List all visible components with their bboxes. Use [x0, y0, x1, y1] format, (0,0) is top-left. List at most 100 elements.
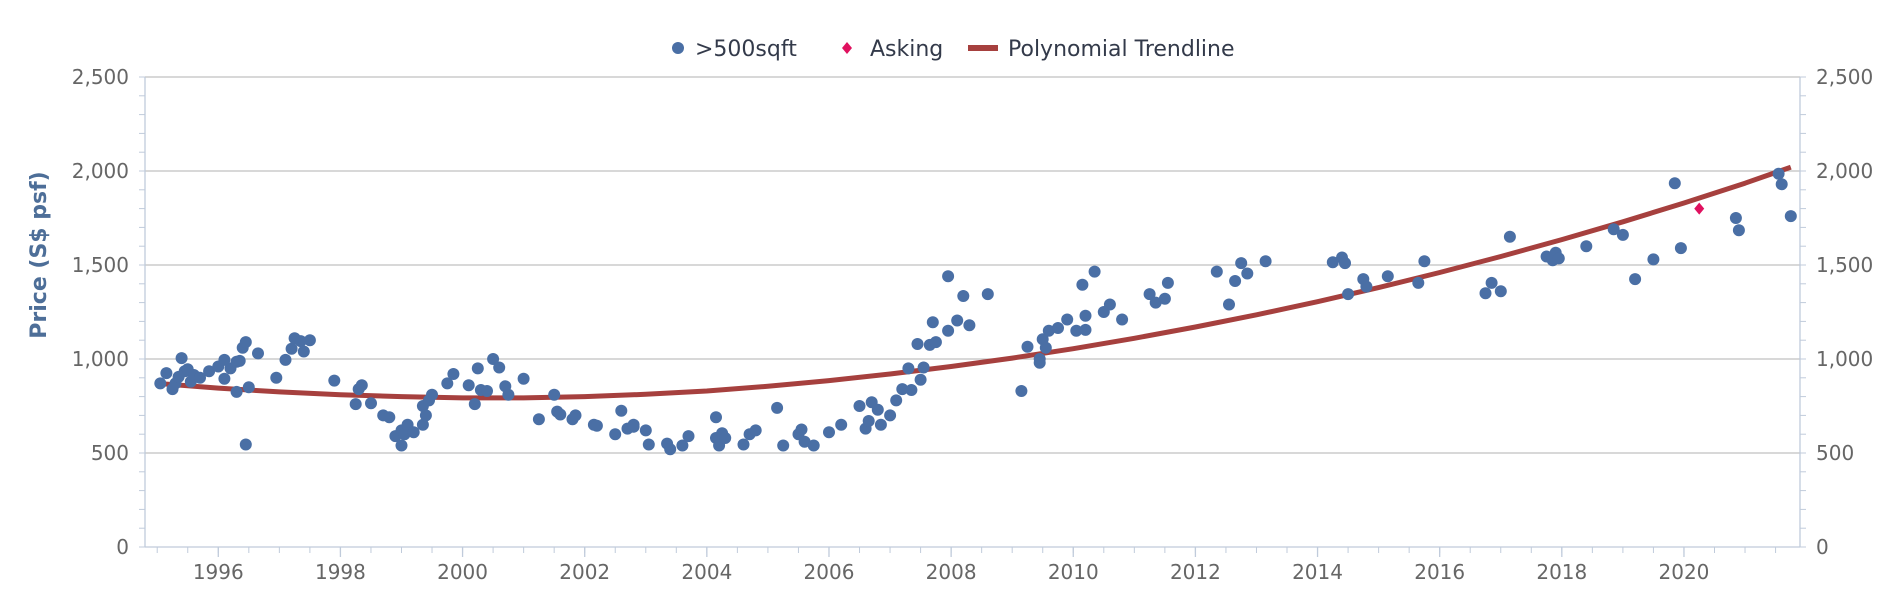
scatter-point[interactable]: [175, 352, 188, 365]
scatter-point[interactable]: [1079, 309, 1092, 322]
scatter-point[interactable]: [914, 373, 927, 386]
scatter-point[interactable]: [1229, 275, 1242, 287]
scatter-point[interactable]: [462, 379, 475, 392]
scatter-point[interactable]: [926, 316, 939, 329]
scatter-point[interactable]: [426, 388, 438, 401]
scatter-point[interactable]: [154, 377, 167, 390]
scatter-point[interactable]: [194, 371, 206, 384]
scatter-point[interactable]: [1674, 242, 1687, 255]
scatter-point[interactable]: [1042, 324, 1055, 337]
scatter-point[interactable]: [1629, 273, 1642, 286]
scatter-point[interactable]: [487, 353, 500, 365]
scatter-point[interactable]: [957, 290, 970, 302]
scatter-point[interactable]: [890, 394, 903, 407]
scatter-point[interactable]: [1784, 210, 1797, 223]
scatter-point[interactable]: [218, 353, 231, 366]
scatter-point[interactable]: [942, 270, 955, 283]
scatter-point[interactable]: [1580, 240, 1593, 253]
scatter-point[interactable]: [710, 411, 722, 424]
scatter-point[interactable]: [639, 424, 652, 437]
scatter-point[interactable]: [905, 384, 918, 396]
scatter-point[interactable]: [1607, 223, 1620, 236]
scatter-point[interactable]: [884, 409, 897, 422]
scatter-point[interactable]: [951, 314, 964, 327]
scatter-point[interactable]: [676, 439, 689, 452]
scatter-point[interactable]: [493, 361, 506, 374]
scatter-point[interactable]: [929, 336, 942, 349]
scatter-point[interactable]: [239, 438, 252, 451]
scatter-point[interactable]: [285, 342, 298, 355]
scatter-point[interactable]: [642, 438, 655, 451]
scatter-point[interactable]: [917, 361, 930, 374]
scatter-point[interactable]: [609, 428, 622, 441]
scatter-point[interactable]: [682, 430, 695, 443]
scatter-point[interactable]: [160, 367, 173, 380]
scatter-point[interactable]: [1103, 298, 1116, 311]
scatter-point[interactable]: [902, 362, 915, 375]
scatter-point[interactable]: [1015, 385, 1028, 397]
scatter-point[interactable]: [1342, 288, 1355, 301]
scatter-point[interactable]: [1616, 228, 1629, 241]
scatter-point[interactable]: [1021, 340, 1034, 353]
scatter-point[interactable]: [441, 377, 454, 390]
scatter-point[interactable]: [590, 419, 603, 432]
scatter-point[interactable]: [407, 426, 420, 439]
scatter-point[interactable]: [554, 408, 567, 421]
scatter-point[interactable]: [303, 334, 316, 347]
legend-item-asking[interactable]: Asking: [842, 37, 943, 62]
scatter-point[interactable]: [1339, 257, 1351, 270]
scatter-point[interactable]: [823, 426, 835, 439]
scatter-point[interactable]: [419, 409, 432, 422]
scatter-point[interactable]: [1326, 256, 1339, 269]
scatter-point[interactable]: [279, 353, 292, 366]
scatter-point[interactable]: [1732, 224, 1745, 237]
scatter-point[interactable]: [532, 413, 545, 426]
scatter-point[interactable]: [383, 411, 396, 424]
scatter-point[interactable]: [874, 418, 887, 431]
scatter-point[interactable]: [777, 439, 790, 452]
scatter-point[interactable]: [1235, 257, 1248, 270]
scatter-point[interactable]: [1161, 276, 1174, 289]
scatter-point[interactable]: [1412, 276, 1425, 289]
scatter-point[interactable]: [1061, 313, 1074, 326]
scatter-point[interactable]: [548, 388, 561, 401]
scatter-point[interactable]: [471, 362, 484, 375]
scatter-point[interactable]: [798, 435, 811, 448]
scatter-point[interactable]: [1052, 322, 1064, 334]
scatter-point[interactable]: [737, 438, 750, 451]
scatter-point[interactable]: [871, 403, 884, 416]
scatter-point[interactable]: [1479, 287, 1492, 300]
scatter-point[interactable]: [1149, 296, 1162, 309]
scatter-point[interactable]: [1668, 177, 1681, 190]
scatter-point[interactable]: [242, 381, 255, 394]
scatter-point[interactable]: [1503, 230, 1516, 243]
scatter-point[interactable]: [349, 398, 362, 411]
scatter-point[interactable]: [239, 336, 252, 349]
scatter-point[interactable]: [1223, 298, 1235, 311]
scatter-point[interactable]: [416, 418, 429, 431]
scatter-point[interactable]: [896, 383, 909, 396]
scatter-point[interactable]: [447, 368, 460, 380]
scatter-point[interactable]: [835, 418, 848, 431]
scatter-point[interactable]: [615, 404, 628, 417]
scatter-point[interactable]: [328, 374, 341, 387]
asking-point[interactable]: [1694, 202, 1705, 215]
scatter-point[interactable]: [795, 423, 808, 436]
scatter-point[interactable]: [233, 354, 246, 367]
scatter-point[interactable]: [1039, 341, 1052, 354]
scatter-point[interactable]: [1143, 288, 1156, 301]
scatter-point[interactable]: [218, 372, 231, 385]
scatter-point[interactable]: [942, 324, 955, 337]
scatter-point[interactable]: [1088, 265, 1101, 278]
scatter-point[interactable]: [719, 432, 732, 444]
scatter-point[interactable]: [1485, 276, 1498, 289]
scatter-point[interactable]: [1360, 280, 1373, 293]
scatter-point[interactable]: [1418, 255, 1431, 268]
scatter-point[interactable]: [749, 424, 762, 437]
scatter-point[interactable]: [481, 385, 493, 397]
scatter-point[interactable]: [502, 388, 515, 401]
scatter-point[interactable]: [1116, 313, 1129, 326]
scatter-point[interactable]: [1158, 292, 1171, 305]
scatter-point[interactable]: [398, 428, 411, 441]
scatter-point[interactable]: [853, 400, 866, 412]
